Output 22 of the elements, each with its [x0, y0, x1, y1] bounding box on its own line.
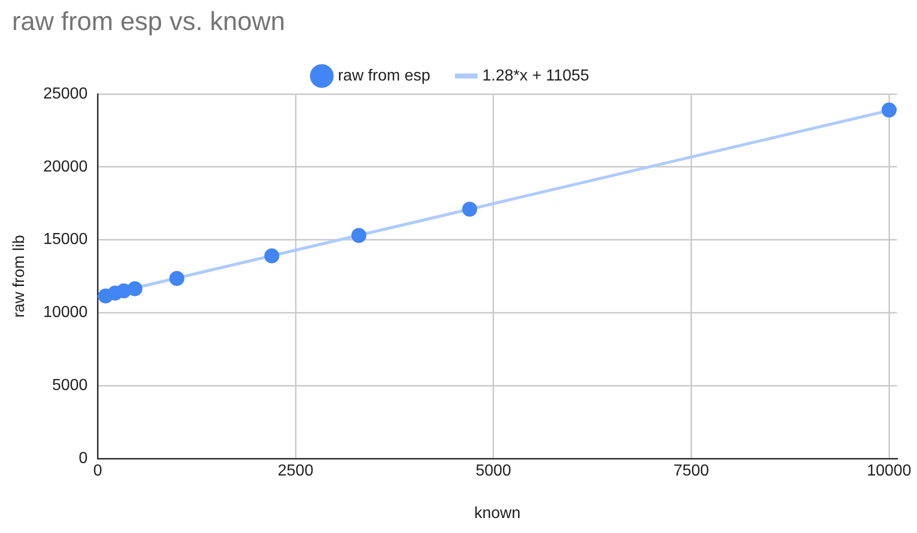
- point: [127, 281, 142, 296]
- x-tick-label: 7500: [673, 462, 710, 480]
- point: [351, 228, 366, 243]
- x-tick-label: 10000: [866, 462, 912, 480]
- legend-label: raw from esp: [338, 67, 430, 84]
- y-tick-label: 25000: [43, 85, 88, 102]
- y-tick-label: 5000: [52, 377, 88, 394]
- point: [462, 202, 478, 217]
- y-tick-label: 0: [78, 450, 88, 468]
- x-axis-title: known: [474, 504, 520, 522]
- y-tick-label: 15000: [43, 231, 88, 248]
- point: [882, 102, 897, 118]
- legend-label: 1.28*x + 11055: [482, 67, 590, 84]
- x-tick-label: 0: [93, 462, 102, 480]
- x-tick-label: 5000: [476, 462, 512, 480]
- y-tick-label: 20000: [43, 158, 88, 176]
- y-axis-title: raw from lib: [11, 234, 28, 318]
- x-tick-label: 2500: [278, 462, 314, 480]
- y-tick-label: 10000: [43, 304, 88, 322]
- point: [264, 248, 280, 264]
- point: [169, 270, 184, 286]
- chart-title: raw from esp vs. known: [12, 6, 286, 37]
